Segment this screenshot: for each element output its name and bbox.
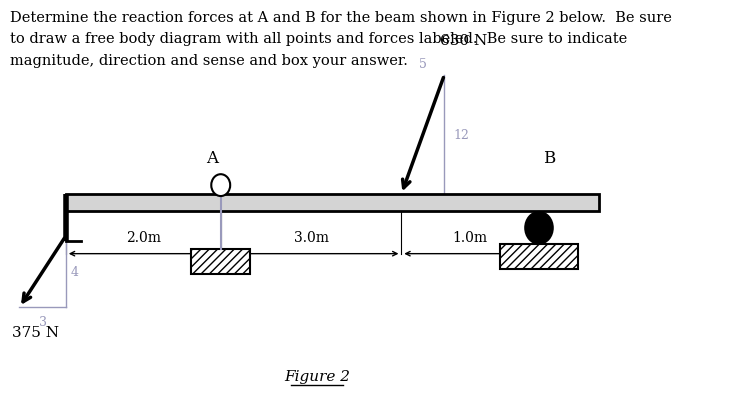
Text: Determine the reaction forces at A and B for the beam shown in Figure 2 below.  : Determine the reaction forces at A and B… [10,11,672,67]
Text: 630 N: 630 N [440,34,487,48]
Bar [192,249,250,274]
Circle shape [526,212,553,244]
Text: 1.0m: 1.0m [453,230,488,244]
Circle shape [211,175,230,197]
Text: 3: 3 [39,315,47,328]
Bar [66,195,599,211]
Text: A: A [206,150,218,167]
Text: Figure 2: Figure 2 [284,369,350,383]
Text: 375 N: 375 N [12,326,59,339]
Text: 2.0m: 2.0m [126,230,161,244]
Text: 5: 5 [419,58,427,71]
Text: B: B [543,150,556,167]
Text: 12: 12 [453,129,469,142]
Bar [501,244,578,269]
Text: 4: 4 [71,265,78,279]
Text: 3.0m: 3.0m [293,230,329,244]
